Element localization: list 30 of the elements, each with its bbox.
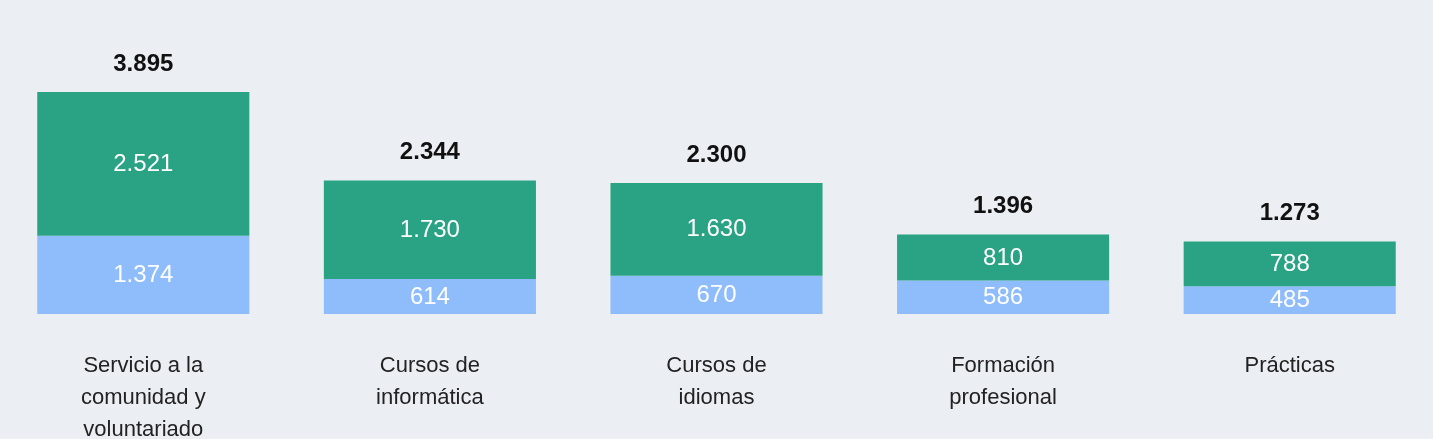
data-label: 1.730 <box>399 214 460 242</box>
bar <box>323 180 536 279</box>
data-label: 485 <box>1269 285 1310 313</box>
data-label: 810 <box>983 242 1024 270</box>
bar <box>897 234 1110 281</box>
data-label: 2.521 <box>113 148 174 176</box>
bar <box>610 275 823 314</box>
bar <box>37 92 250 236</box>
x-tick-label: Cursos de informática <box>376 351 485 409</box>
data-label: 788 <box>1269 248 1310 276</box>
data-label: 614 <box>409 281 450 309</box>
total-label: 2.300 <box>686 139 747 167</box>
total-label: 2.344 <box>399 137 461 165</box>
bar <box>610 182 823 276</box>
x-tick-label: Cursos de idiomas <box>666 351 767 409</box>
total-label: 1.273 <box>1259 198 1320 226</box>
data-label: 1.374 <box>113 259 174 287</box>
data-label: 586 <box>983 282 1024 310</box>
total-label: 1.396 <box>973 191 1034 219</box>
bar <box>897 280 1110 314</box>
x-tick-label: Formación profesional <box>949 351 1057 409</box>
bar <box>323 279 536 314</box>
data-label: 1.630 <box>686 214 747 242</box>
x-tick-label: Prácticas <box>1244 351 1335 377</box>
bar <box>1183 241 1396 287</box>
bar <box>1183 286 1396 314</box>
data-label: 670 <box>696 279 737 307</box>
total-label: 3.895 <box>113 49 174 76</box>
bar <box>37 235 250 314</box>
x-tick-label: Servicio a la comunidad y voluntariado <box>80 351 206 439</box>
